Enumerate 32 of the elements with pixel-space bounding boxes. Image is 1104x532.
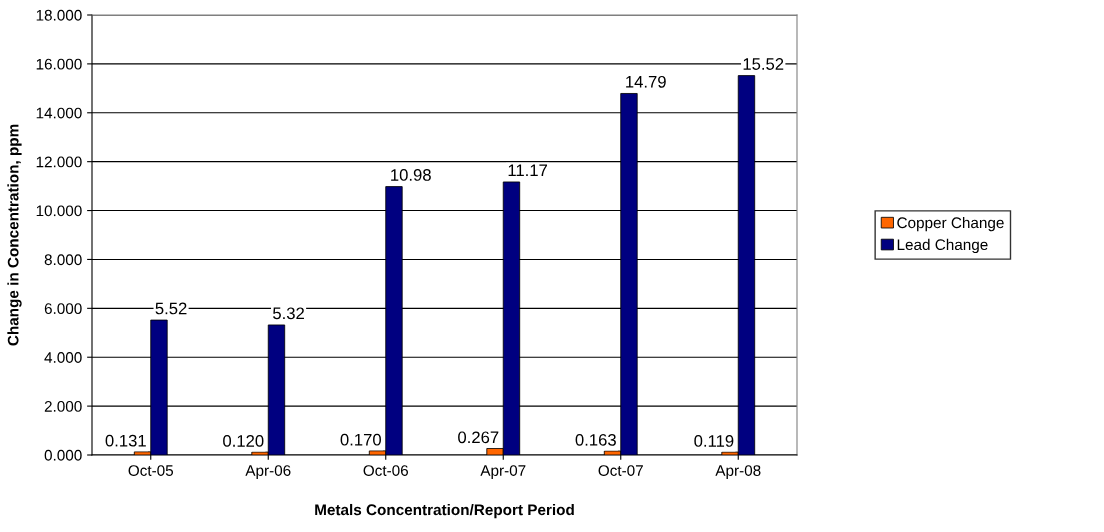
x-tick-label: Oct-06	[363, 465, 408, 476]
data-label: 10.98	[391, 169, 431, 181]
data-label: 0.163	[575, 433, 616, 446]
data-label: 5.52	[155, 302, 187, 315]
y-tick-label: 10.000	[36, 205, 82, 217]
y-tick-label: 8.000	[44, 254, 82, 266]
x-tick-label: Apr-06	[245, 465, 291, 479]
x-axis-title: Metals Concentration/Report Period	[315, 503, 574, 519]
y-tick-label: 2.000	[44, 400, 82, 412]
data-label: 11.17	[508, 164, 547, 177]
data-label: 15.52	[743, 58, 784, 70]
y-tick-label: 14.000	[36, 107, 82, 119]
data-label: 0.120	[223, 435, 264, 447]
legend-label: Copper Change	[897, 216, 1004, 232]
data-label: 0.119	[694, 435, 734, 447]
y-tick-label: 0.000	[44, 449, 82, 461]
data-label: 0.267	[458, 431, 499, 444]
data-label: 0.170	[340, 433, 381, 446]
x-tick-label: Oct-05	[128, 465, 174, 476]
data-label: 0.131	[105, 434, 146, 447]
y-tick-label: 16.000	[36, 58, 82, 70]
data-label: 14.79	[626, 75, 666, 88]
x-tick-label: Apr-07	[480, 465, 526, 479]
data-label: 5.32	[273, 307, 304, 320]
y-tick-label: 6.000	[44, 303, 82, 315]
y-tick-label: 4.000	[44, 352, 82, 363]
y-tick-label: 18.000	[36, 9, 82, 21]
y-axis-title: Change in Concentration, ppm	[7, 124, 22, 346]
x-tick-label: Oct-07	[598, 465, 643, 476]
legend-label: Lead Change	[897, 238, 988, 254]
x-tick-label: Apr-08	[715, 465, 761, 479]
y-tick-label: 12.000	[36, 156, 82, 168]
